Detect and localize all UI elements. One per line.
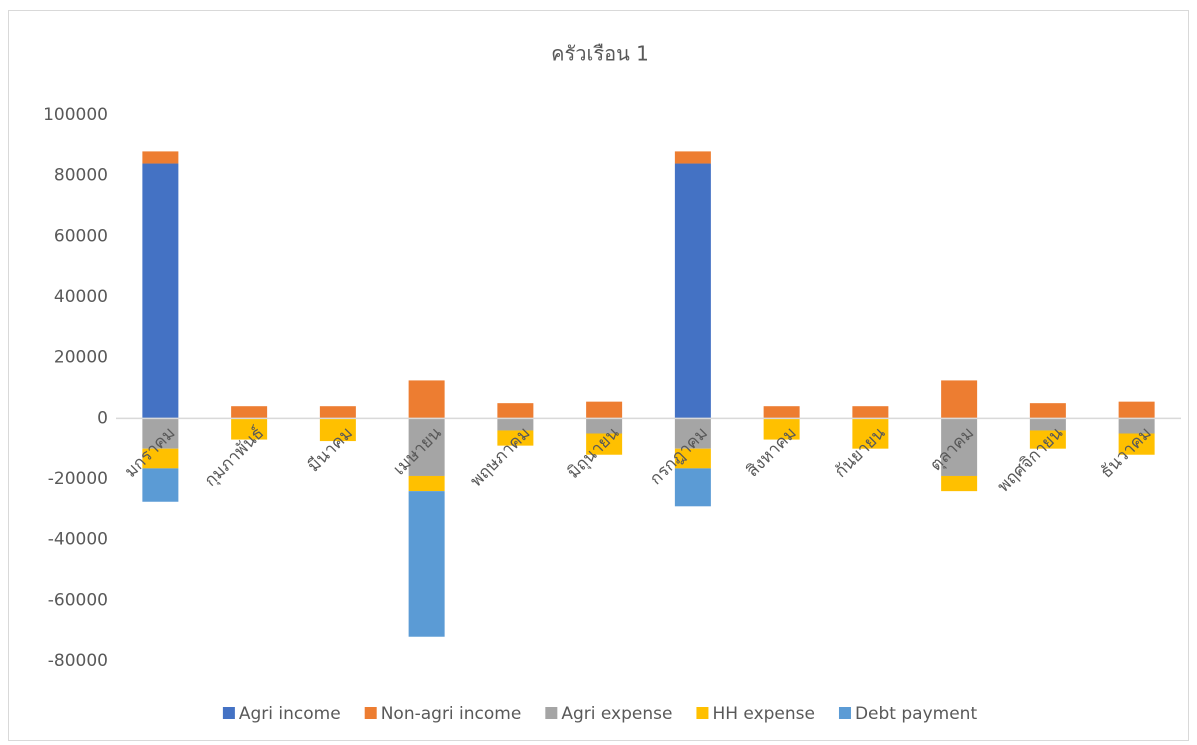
bar bbox=[142, 468, 179, 502]
y-tick-label: -80000 bbox=[48, 651, 108, 671]
bar bbox=[586, 418, 623, 434]
legend-swatch bbox=[696, 707, 709, 719]
y-tick-label: -40000 bbox=[48, 530, 108, 550]
bar bbox=[408, 380, 445, 419]
legend-label: Non-agri income bbox=[381, 704, 522, 724]
bar bbox=[142, 448, 179, 469]
legend-label: Debt payment bbox=[855, 704, 977, 724]
bar bbox=[497, 430, 534, 446]
bar bbox=[674, 151, 711, 164]
bar bbox=[941, 475, 978, 492]
y-tick-label: 60000 bbox=[54, 226, 108, 246]
bar bbox=[1118, 401, 1155, 419]
bar bbox=[941, 380, 978, 419]
chart-border bbox=[8, 10, 1189, 741]
bar bbox=[497, 418, 534, 431]
legend-label: Agri income bbox=[239, 704, 341, 724]
bar bbox=[852, 406, 889, 419]
bar bbox=[763, 406, 800, 419]
bar bbox=[408, 475, 445, 492]
bar bbox=[231, 406, 268, 419]
bar bbox=[674, 418, 711, 449]
bar bbox=[319, 418, 356, 442]
y-tick-label: 0 bbox=[97, 408, 108, 428]
bar bbox=[142, 151, 179, 164]
y-tick-label: -60000 bbox=[48, 590, 108, 610]
y-tick-label: 20000 bbox=[54, 348, 108, 368]
bar bbox=[674, 163, 711, 419]
bar bbox=[586, 433, 623, 455]
y-tick-label: 40000 bbox=[54, 287, 108, 307]
bar bbox=[674, 468, 711, 507]
bar bbox=[1029, 418, 1066, 431]
legend-swatch bbox=[838, 707, 851, 719]
bar bbox=[319, 406, 356, 419]
bar bbox=[231, 418, 268, 440]
y-tick-label: 80000 bbox=[54, 166, 108, 186]
bar bbox=[1118, 418, 1155, 434]
bar bbox=[142, 163, 179, 419]
bar bbox=[852, 418, 889, 449]
legend-swatch bbox=[222, 707, 235, 719]
y-tick-label: 100000 bbox=[43, 105, 108, 125]
bar bbox=[408, 418, 445, 476]
legend-label: Agri expense bbox=[561, 704, 672, 724]
legend-swatch bbox=[545, 707, 558, 719]
legend-swatch bbox=[364, 707, 377, 719]
bar bbox=[586, 401, 623, 419]
y-tick-label: -20000 bbox=[48, 469, 108, 489]
bar bbox=[674, 448, 711, 469]
bar bbox=[142, 418, 179, 449]
legend-label: HH expense bbox=[712, 704, 815, 724]
chart-title: ครัวเรือน 1 bbox=[551, 42, 649, 66]
bar bbox=[1029, 403, 1066, 419]
bar bbox=[941, 418, 978, 476]
bar bbox=[408, 491, 445, 637]
bar bbox=[1118, 433, 1155, 455]
bar bbox=[763, 418, 800, 440]
bar bbox=[497, 403, 534, 419]
bar bbox=[1029, 430, 1066, 449]
